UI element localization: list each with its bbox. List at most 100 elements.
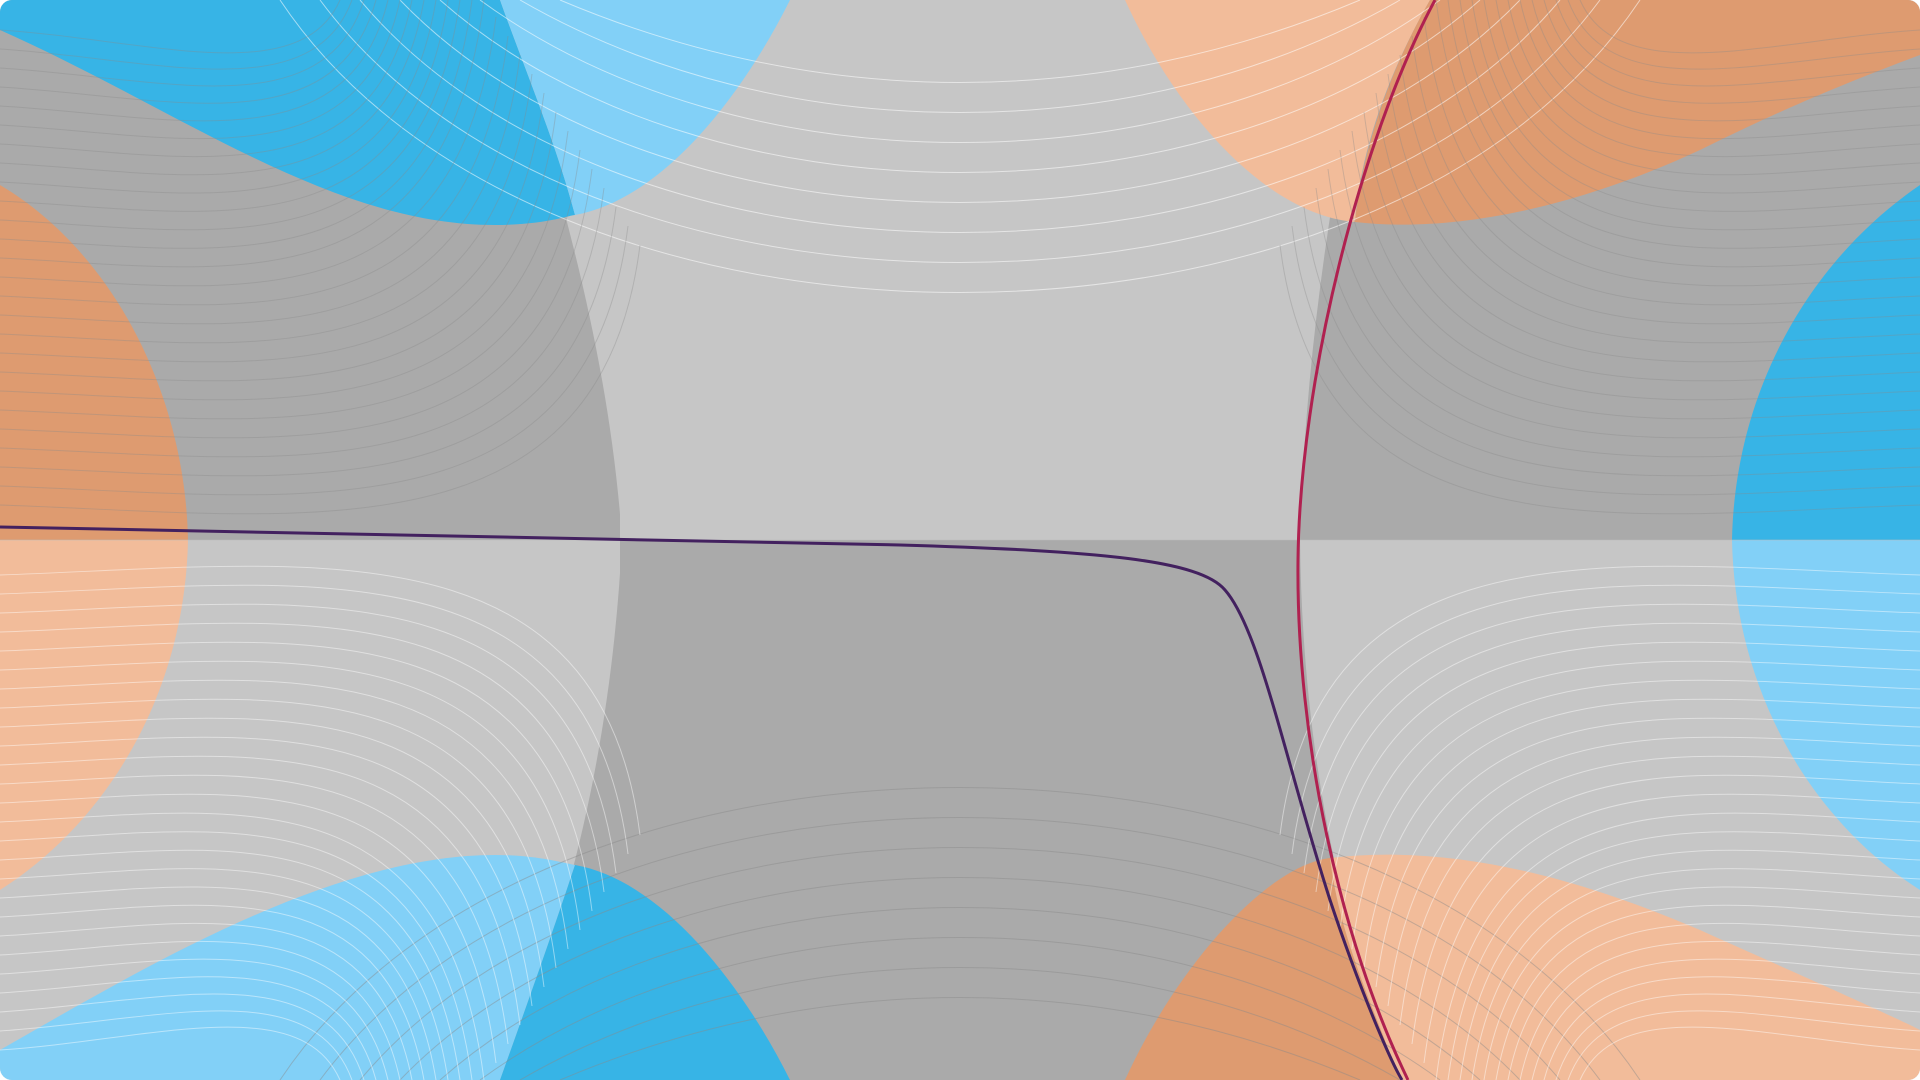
- contour-line: [399, 0, 1521, 203]
- contour-line: [0, 130, 569, 401]
- contour-line: [0, 0, 341, 54]
- contour-line: [1327, 168, 1920, 439]
- contour-line: [0, 0, 485, 268]
- contour-line: [1555, 0, 1920, 87]
- contour-line: [1447, 831, 1920, 1080]
- contour-line: [0, 0, 437, 194]
- contour-line: [0, 622, 605, 893]
- contour-line: [1483, 886, 1920, 1080]
- contour-line: [0, 717, 545, 988]
- contour-line: [0, 922, 413, 1080]
- contour-line: [0, 225, 629, 496]
- contour-line: [1315, 622, 1920, 893]
- contour-line: [1423, 793, 1920, 1064]
- contour-line: [0, 0, 449, 212]
- contour-line: [0, 0, 353, 70]
- contour-line: [0, 1010, 353, 1080]
- contour-line: [559, 0, 1361, 83]
- contour-line: [1507, 0, 1920, 158]
- contour-line: [0, 0, 413, 158]
- contour-line: [0, 16, 497, 287]
- contour-line: [1579, 1026, 1920, 1080]
- contour-line: [0, 0, 425, 176]
- contour-line: [0, 679, 569, 950]
- contour-line: [0, 698, 557, 969]
- contour-line: [0, 111, 557, 382]
- contour-line: [1279, 565, 1920, 836]
- contour-line: [1399, 54, 1920, 325]
- contour-line: [1543, 0, 1920, 104]
- contour-line: [479, 0, 1441, 143]
- contour-line: [519, 967, 1401, 1080]
- contour-line: [399, 877, 1521, 1080]
- contour-line: [1435, 0, 1920, 268]
- contour-line: [0, 904, 425, 1080]
- contour-line: [1387, 736, 1920, 1007]
- contour-line: [519, 0, 1401, 113]
- lobe-orange-bottom-right-dark: [1125, 858, 1400, 1080]
- contour-line: [0, 1026, 341, 1080]
- purple-curve: [0, 525, 1404, 1080]
- contour-line: [0, 958, 389, 1080]
- contour-line: [0, 584, 629, 855]
- contour-line: [0, 812, 485, 1080]
- lobe-orange-top-right-dark: [1355, 0, 1920, 225]
- contour-line: [0, 0, 365, 87]
- contour-line: [1519, 940, 1920, 1080]
- contour-line: [1423, 16, 1920, 287]
- contour-line: [359, 0, 1561, 233]
- contour-line: [1567, 0, 1920, 70]
- lobe-blue-top-left-light: [500, 0, 790, 215]
- contour-line: [1555, 993, 1920, 1080]
- contour-line: [1327, 641, 1920, 912]
- contour-line: [1363, 111, 1920, 382]
- contour-line: [1399, 755, 1920, 1026]
- lobe-blue-right-dark: [1732, 185, 1920, 540]
- contour-line: [1471, 868, 1920, 1080]
- contour-line: [1387, 73, 1920, 344]
- crimson-curve: [1296, 0, 1437, 1080]
- contour-line: [1303, 206, 1920, 477]
- lobe-blue-bottom-left-dark: [500, 865, 790, 1080]
- contour-line: [439, 907, 1481, 1080]
- contour-line: [0, 660, 581, 931]
- contour-line: [1315, 187, 1920, 458]
- contour-line: [0, 149, 581, 420]
- contour-line: [319, 817, 1601, 1080]
- contour-line: [0, 993, 365, 1080]
- lobe-orange-left-light: [0, 540, 188, 890]
- contour-line: [1531, 0, 1920, 122]
- contour-line: [1291, 225, 1920, 496]
- contour-line: [1279, 244, 1920, 515]
- contour-line: [1363, 698, 1920, 969]
- contour-line: [1471, 0, 1920, 212]
- contour-line: [0, 35, 509, 306]
- contour-line: [0, 0, 377, 104]
- lobe-blue-right-light: [1732, 540, 1920, 890]
- contour-line: [0, 736, 533, 1007]
- contour-line: [0, 603, 617, 874]
- contour-line: [0, 0, 401, 140]
- contour-line: [0, 641, 593, 912]
- contour-line: [0, 244, 641, 515]
- contour-line: [0, 0, 389, 122]
- contour-line: [0, 940, 401, 1080]
- contour-line: [0, 774, 509, 1045]
- contour-line: [0, 793, 497, 1064]
- contour-line: [0, 0, 461, 231]
- lobe-orange-left-dark: [0, 185, 188, 540]
- contour-line: [1567, 1010, 1920, 1080]
- lobe-orange-top-right-light: [1125, 0, 1430, 222]
- contour-line: [0, 168, 593, 439]
- contour-line: [0, 565, 641, 836]
- contour-line: [0, 0, 473, 249]
- contour-line: [0, 54, 521, 325]
- contour-line: [0, 187, 605, 458]
- contour-line: [439, 0, 1481, 173]
- contour-line: [1495, 0, 1920, 176]
- contour-line: [0, 831, 473, 1080]
- lobe-blue-bottom-left-light: [0, 855, 575, 1080]
